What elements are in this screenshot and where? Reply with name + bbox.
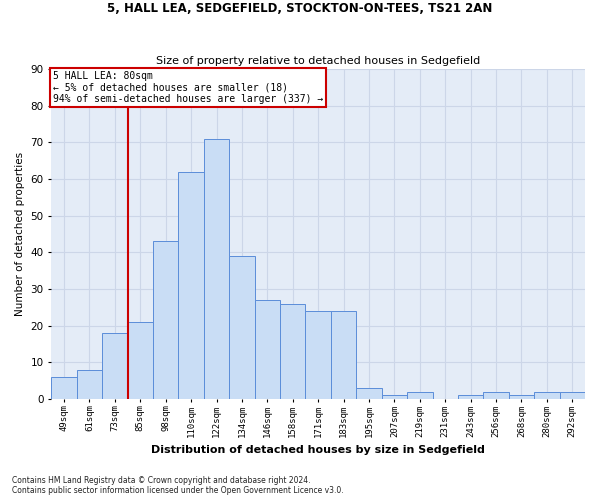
Bar: [560, 392, 585, 399]
Text: 5 HALL LEA: 80sqm
← 5% of detached houses are smaller (18)
94% of semi-detached : 5 HALL LEA: 80sqm ← 5% of detached house…: [53, 71, 323, 104]
Bar: [534, 392, 560, 399]
X-axis label: Distribution of detached houses by size in Sedgefield: Distribution of detached houses by size …: [151, 445, 485, 455]
Bar: [102, 333, 128, 399]
Bar: [280, 304, 305, 399]
Text: 5, HALL LEA, SEDGEFIELD, STOCKTON-ON-TEES, TS21 2AN: 5, HALL LEA, SEDGEFIELD, STOCKTON-ON-TEE…: [107, 2, 493, 16]
Bar: [509, 395, 534, 399]
Bar: [382, 395, 407, 399]
Bar: [331, 311, 356, 399]
Bar: [52, 377, 77, 399]
Bar: [458, 395, 484, 399]
Bar: [204, 138, 229, 399]
Bar: [229, 256, 254, 399]
Bar: [254, 300, 280, 399]
Title: Size of property relative to detached houses in Sedgefield: Size of property relative to detached ho…: [156, 56, 480, 66]
Bar: [407, 392, 433, 399]
Y-axis label: Number of detached properties: Number of detached properties: [15, 152, 25, 316]
Bar: [178, 172, 204, 399]
Bar: [484, 392, 509, 399]
Bar: [356, 388, 382, 399]
Bar: [305, 311, 331, 399]
Text: Contains HM Land Registry data © Crown copyright and database right 2024.
Contai: Contains HM Land Registry data © Crown c…: [12, 476, 344, 495]
Bar: [128, 322, 153, 399]
Bar: [153, 242, 178, 399]
Bar: [77, 370, 102, 399]
